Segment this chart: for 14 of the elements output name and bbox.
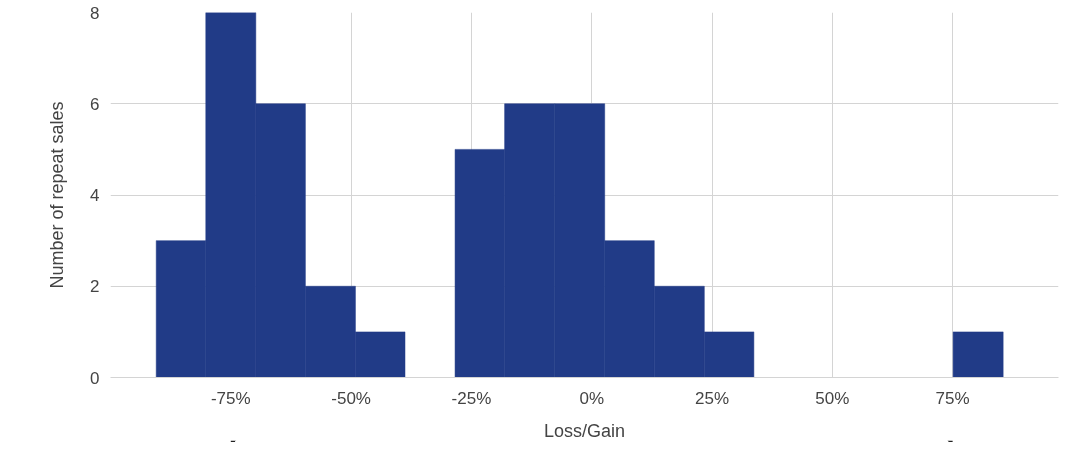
- y-tick-label: 0: [90, 368, 100, 388]
- x-tick-label: -50%: [331, 388, 371, 408]
- y-tick-label: 4: [90, 186, 100, 205]
- x-tick-label: 75%: [935, 388, 970, 408]
- y-tick-label: 6: [90, 94, 100, 114]
- x-tick-label: -75%: [210, 388, 251, 408]
- y-tick-label: 2: [90, 277, 100, 297]
- x-tick-label: -25%: [451, 388, 492, 408]
- y-axis-title: Number of repeat sales: [47, 101, 68, 289]
- x-axis-title: Loss/Gain: [543, 420, 626, 441]
- x-tick-label: 50%: [815, 388, 850, 408]
- x-tick-label: 0%: [579, 388, 605, 408]
- x-tick-label: 25%: [695, 388, 730, 408]
- y-tick-label: 8: [90, 3, 100, 23]
